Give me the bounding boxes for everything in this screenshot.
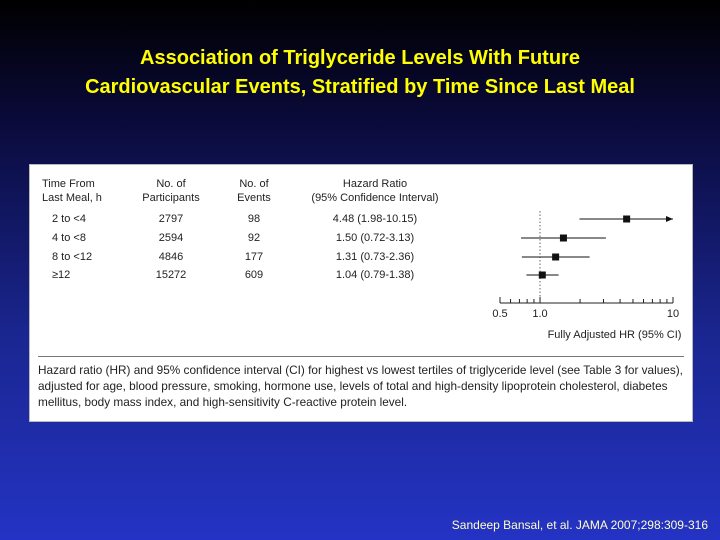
x-tick-label: 1.0 [532,308,547,320]
row3-hr: 1.31 (0.73-2.36) [335,251,415,263]
x-axis-label: Fully Adjusted HR (95% CI) [548,329,682,341]
row2-hr: 1.50 (0.72-3.13) [335,232,415,244]
estimate-marker [552,253,560,261]
header-events-line2: Events [237,192,271,204]
citation: Sandeep Bansal, et al. JAMA 2007;298:309… [451,518,708,532]
row4-events: 609 [244,269,264,281]
x-tick-label: 0.5 [492,308,507,320]
header-time: Time From Last Meal, h [42,177,102,205]
row4-time: ≥12 [52,269,71,281]
header-events-line1: No. of [239,178,269,190]
header-hr-line2: (95% Confidence Interval) [311,192,439,204]
slide-title: Association of Triglyceride Levels With … [0,44,720,102]
row1-hr: 4.48 (1.98-10.15) [332,213,418,225]
row3-participants: 4846 [158,251,184,263]
row4-participants: 15272 [155,269,187,281]
header-hazard-ratio: Hazard Ratio (95% Confidence Interval) [300,177,450,205]
title-line-1: Association of Triglyceride Levels With … [140,47,580,69]
row1-time: 2 to <4 [52,213,86,225]
estimate-marker [538,271,546,279]
row1-events: 98 [247,213,261,225]
header-participants-line2: Participants [142,192,200,204]
header-time-line2: Last Meal, h [42,192,102,204]
row2-events: 92 [247,232,261,244]
row3-events: 177 [244,251,264,263]
row3-time: 8 to <12 [52,251,93,263]
figure-panel: Time From Last Meal, h No. of Participan… [29,164,693,422]
header-participants-line1: No. of [156,178,186,190]
title-line-2: Cardiovascular Events, Stratified by Tim… [85,76,635,98]
row2-time: 4 to <8 [52,232,86,244]
row4-hr: 1.04 (0.79-1.38) [335,269,415,281]
estimate-marker [623,215,631,223]
forest-plot: 0.5 1.0 10 Fully Adjusted HR (95% CI) [492,211,682,341]
row2-participants: 2594 [158,232,184,244]
estimate-marker [559,234,567,242]
row1-participants: 2797 [158,213,184,225]
ci-arrow [666,216,673,222]
header-time-line1: Time From [42,178,95,190]
caption-divider [38,356,684,357]
header-hr-line1: Hazard Ratio [342,178,408,190]
figure-caption: Hazard ratio (HR) and 95% confidence int… [38,363,683,409]
x-tick-label: 10 [667,308,679,320]
header-participants: No. of Participants [126,177,216,205]
header-events: No. of Events [226,177,282,205]
